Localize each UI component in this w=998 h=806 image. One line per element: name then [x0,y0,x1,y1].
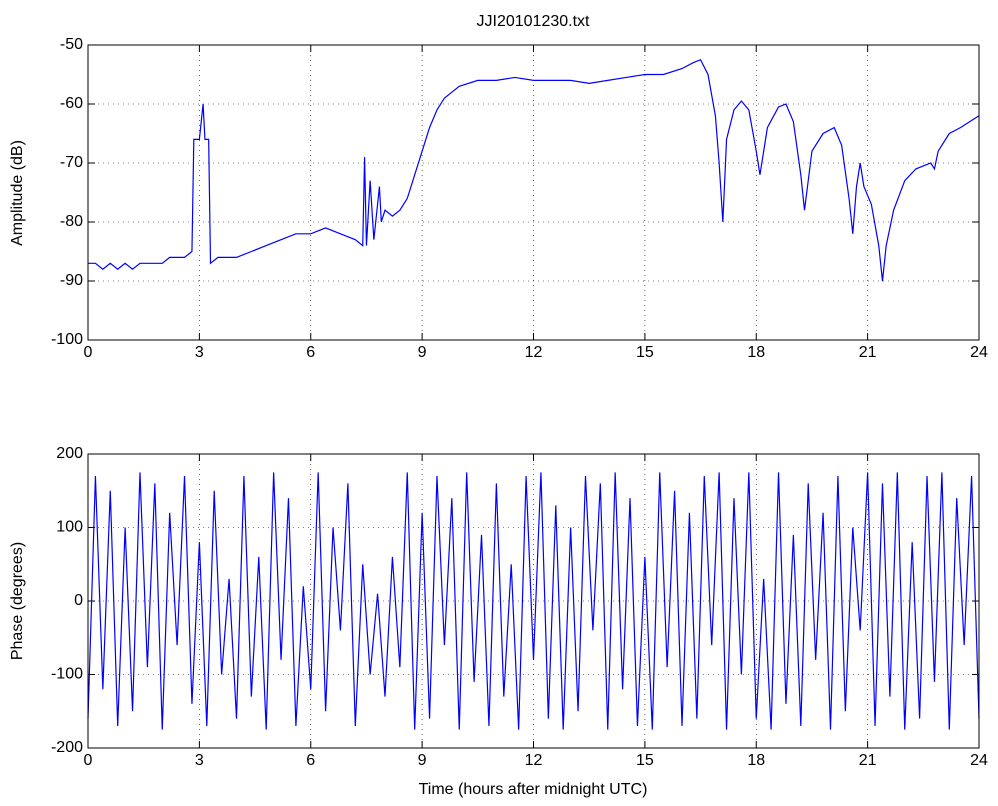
x-tick-label: 12 [525,752,543,769]
axes-box [87,44,980,341]
y-tick-label: -200 [51,739,83,756]
y-tick-label: -100 [51,666,83,683]
x-tick-label: 15 [636,344,654,361]
x-tick-label: 21 [859,344,877,361]
y-tick-label: -80 [60,213,83,230]
x-tick-label: 24 [970,344,988,361]
y-tick-label: -90 [60,272,83,289]
x-tick-label: 18 [747,752,765,769]
y-tick-label: 100 [56,519,83,536]
data-line [88,58,980,282]
data-line [87,472,980,730]
x-tick-label: 0 [84,752,93,769]
x-tick-label: 6 [306,344,315,361]
y-tick-label: -70 [60,154,83,171]
axes-box [87,453,980,749]
y-axis-label: Amplitude (dB) [9,140,26,246]
y-tick-label: -60 [60,95,83,112]
x-tick-label: 24 [970,752,988,769]
x-tick-label: 0 [84,344,93,361]
x-tick-label: 3 [195,752,204,769]
y-tick-label: -100 [51,331,83,348]
x-tick-label: 3 [195,344,204,361]
x-tick-label: 12 [525,344,543,361]
x-axis-label: Time (hours after midnight UTC) [419,781,648,798]
x-tick-label: 18 [747,344,765,361]
chart-title: JJI20101230.txt [477,13,591,30]
y-tick-label: 0 [74,592,83,609]
x-tick-label: 21 [859,752,877,769]
x-tick-label: 15 [636,752,654,769]
y-tick-label: 200 [56,445,83,462]
x-tick-label: 9 [418,752,427,769]
y-tick-label: -50 [60,36,83,53]
y-axis-label: Phase (degrees) [9,542,26,660]
x-tick-label: 6 [306,752,315,769]
x-tick-label: 9 [418,344,427,361]
